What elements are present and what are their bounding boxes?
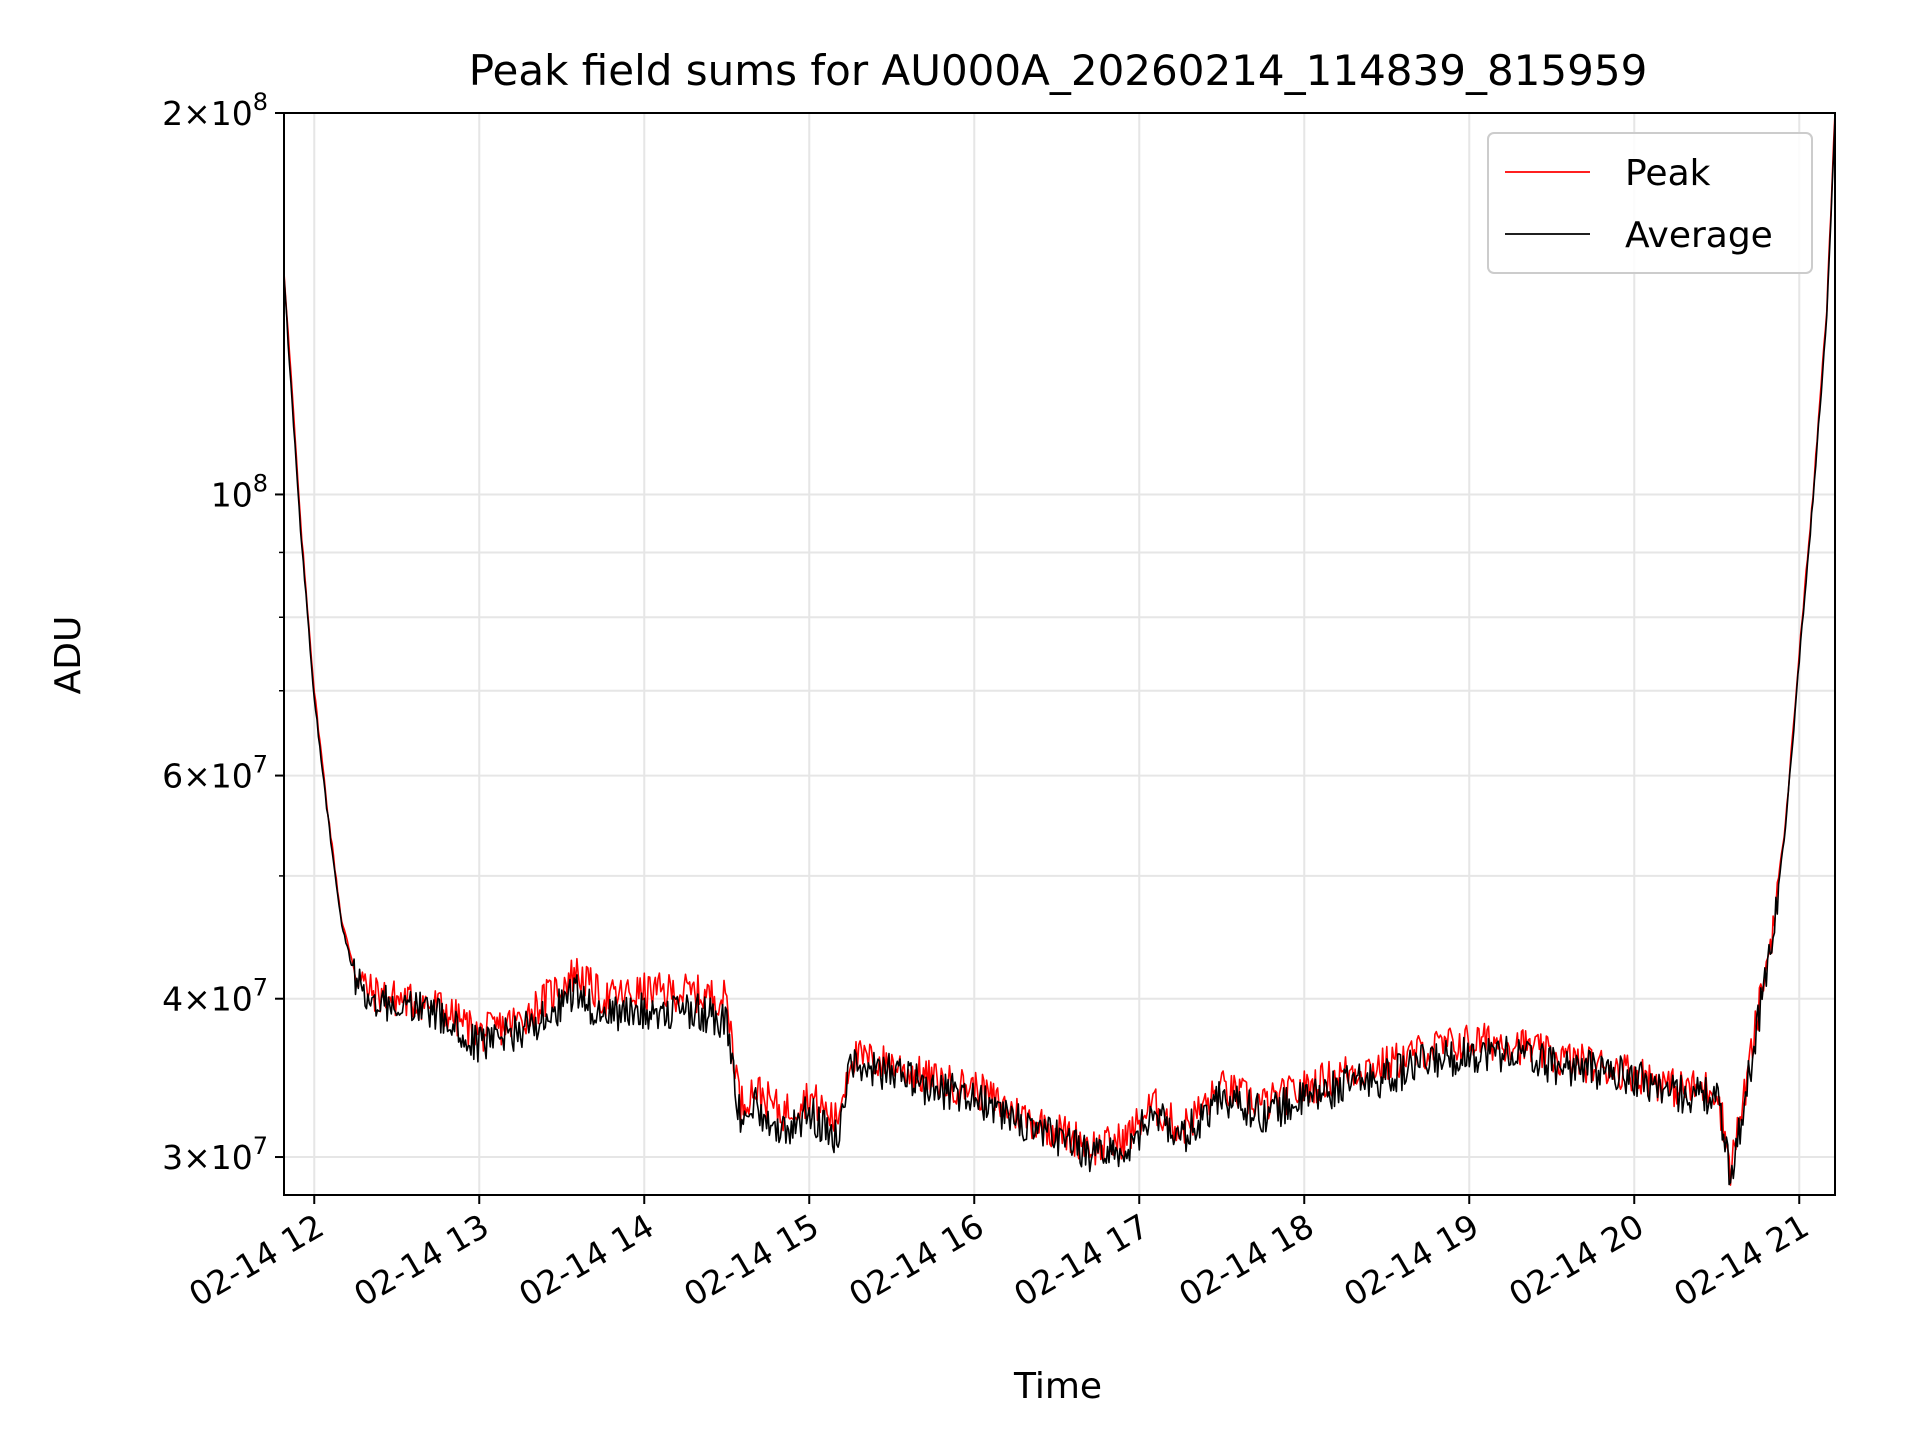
y-tick-exponent: 8 <box>253 469 268 497</box>
y-tick-label: 4×107 <box>162 974 268 1019</box>
legend-box <box>1487 132 1813 274</box>
y-tick-exponent: 8 <box>253 88 268 116</box>
y-tick-mantissa: 10 <box>211 475 253 514</box>
y-tick-exponent: 7 <box>253 974 268 1002</box>
chart-title: Peak field sums for AU000A_20260214_1148… <box>469 46 1648 95</box>
y-tick-mantissa: 4×10 <box>162 980 253 1019</box>
y-tick-label: 6×107 <box>162 751 268 796</box>
y-tick-label: 2×108 <box>162 88 268 133</box>
series-line-average <box>283 118 1836 1186</box>
legend-label-peak: Peak <box>1625 153 1711 194</box>
y-tick-label: 3×107 <box>162 1132 268 1177</box>
plot-frame <box>283 112 1836 1196</box>
y-tick-label: 108 <box>211 469 268 514</box>
series-lines <box>283 112 1836 1186</box>
y-tick-mantissa: 3×10 <box>162 1138 253 1177</box>
y-tick-exponent: 7 <box>253 751 268 779</box>
legend: Peak Average <box>1487 132 1813 274</box>
legend-label-average: Average <box>1625 215 1773 256</box>
y-tick-exponent: 7 <box>253 1132 268 1160</box>
y-tick-mantissa: 6×10 <box>162 757 253 796</box>
y-axis-label: ADU <box>48 616 89 695</box>
x-axis-label: Time <box>1013 1366 1102 1407</box>
y-tick-mantissa: 2×10 <box>162 94 253 133</box>
